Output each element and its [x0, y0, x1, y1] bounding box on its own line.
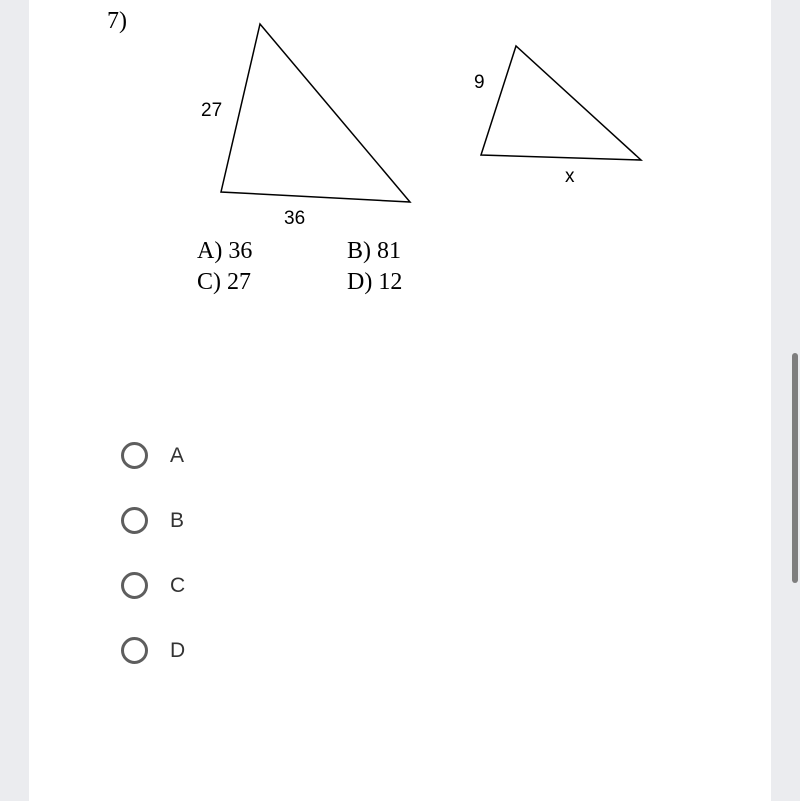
label-side-27: 27	[201, 100, 222, 122]
radio-circle-icon	[121, 572, 148, 599]
triangles-svg	[149, 20, 709, 220]
answer-D-letter: D)	[347, 269, 372, 296]
label-side-36: 36	[284, 208, 305, 230]
question-card: 7) 27 36 9 x A) 36 B) 81 C) 27	[29, 0, 771, 801]
answer-B-letter: B)	[347, 238, 371, 265]
radio-group: A B C D	[121, 442, 185, 702]
question-number: 7)	[107, 8, 127, 35]
answer-C-value: 27	[227, 269, 251, 296]
radio-label-A: A	[170, 444, 184, 468]
radio-option-A[interactable]: A	[121, 442, 185, 469]
answer-row-1: A) 36 B) 81	[197, 238, 497, 265]
triangle-small	[481, 46, 641, 160]
answer-B: B) 81	[347, 238, 497, 265]
radio-circle-icon	[121, 442, 148, 469]
scrollbar-thumb[interactable]	[792, 353, 798, 583]
answer-D: D) 12	[347, 269, 497, 296]
radio-option-C[interactable]: C	[121, 572, 185, 599]
radio-circle-icon	[121, 507, 148, 534]
answer-C: C) 27	[197, 269, 347, 296]
radio-label-D: D	[170, 639, 185, 663]
radio-label-C: C	[170, 574, 185, 598]
answer-row-2: C) 27 D) 12	[197, 269, 497, 296]
answer-D-value: 12	[378, 269, 402, 296]
radio-option-B[interactable]: B	[121, 507, 185, 534]
radio-label-B: B	[170, 509, 184, 533]
answer-C-letter: C)	[197, 269, 221, 296]
diagram-area: 27 36 9 x	[149, 20, 709, 220]
triangle-large	[221, 24, 410, 202]
answer-B-value: 81	[377, 238, 401, 265]
answer-A: A) 36	[197, 238, 347, 265]
label-side-9: 9	[474, 72, 485, 94]
label-side-x: x	[565, 166, 575, 188]
answer-choices: A) 36 B) 81 C) 27 D) 12	[197, 238, 497, 300]
radio-circle-icon	[121, 637, 148, 664]
answer-A-value: 36	[228, 238, 252, 265]
radio-option-D[interactable]: D	[121, 637, 185, 664]
answer-A-letter: A)	[197, 238, 222, 265]
